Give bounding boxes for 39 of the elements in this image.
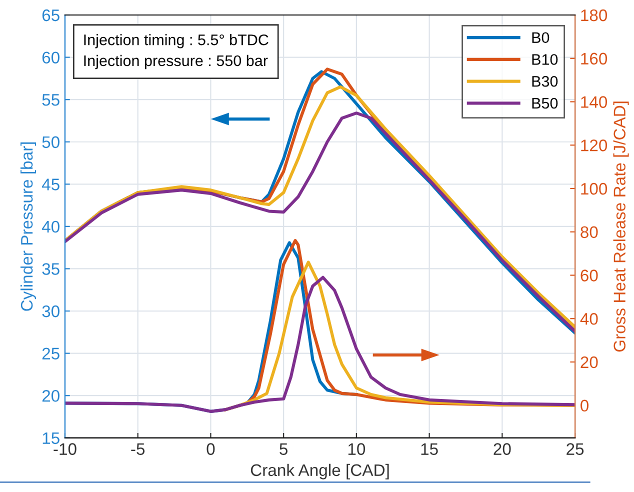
y-tick-label: 15 bbox=[42, 432, 60, 444]
y2-tick-label: 120 bbox=[581, 140, 608, 152]
y-tick-label: 65 bbox=[42, 9, 60, 22]
y-tick-label: 30 bbox=[42, 305, 60, 318]
y2-tick-label: 0 bbox=[580, 400, 589, 412]
x-tick-label: 10 bbox=[348, 443, 366, 455]
x-tick-label: 25 bbox=[566, 443, 584, 455]
y-tick-label: 55 bbox=[42, 94, 60, 106]
line-series bbox=[64, 276, 576, 413]
y-tick-label: 45 bbox=[42, 178, 60, 190]
y2-tick-label: 180 bbox=[581, 9, 608, 22]
y-tick-label: 60 bbox=[42, 52, 60, 64]
annotation: Injection pressure : 550 bar bbox=[84, 54, 268, 70]
legend-label: B30 bbox=[532, 76, 558, 87]
y2-tick-label: 20 bbox=[580, 356, 598, 368]
y-tick-label: 25 bbox=[42, 348, 60, 360]
y2-tick-label: 60 bbox=[580, 270, 598, 282]
x-tick-label: 20 bbox=[494, 443, 511, 455]
y2-tick-label: 140 bbox=[581, 96, 608, 108]
y-tick-label: 50 bbox=[42, 136, 60, 148]
x-tick-label: -5 bbox=[131, 443, 145, 455]
y-axis-title: Cylinder Pressure [bar] bbox=[20, 142, 36, 311]
y-tick-label: 40 bbox=[42, 220, 60, 233]
legend-label: B0 bbox=[532, 32, 550, 44]
y-tick-label: 35 bbox=[42, 263, 60, 275]
y2-tick-label: 40 bbox=[580, 313, 598, 325]
legend-label: B50 bbox=[532, 98, 558, 109]
x-tick-label: -10 bbox=[54, 443, 76, 455]
y2-tick-label: 160 bbox=[581, 52, 608, 65]
y2-tick-label: 80 bbox=[580, 226, 598, 238]
y2-axis-title: Gross Heat Release Rate [J/CAD] bbox=[613, 102, 629, 352]
legend-label: B10 bbox=[532, 54, 558, 65]
x-tick-label: 5 bbox=[280, 443, 288, 455]
y-tick-label: 20 bbox=[42, 390, 60, 402]
annotation: Injection timing : 5.5° bTDC bbox=[84, 34, 268, 48]
y2-tick-label: 100 bbox=[581, 182, 608, 195]
x-axis-title: Crank Angle [CAD] bbox=[250, 464, 389, 480]
x-tick-label: 15 bbox=[421, 443, 438, 455]
x-tick-label: 0 bbox=[206, 443, 215, 455]
